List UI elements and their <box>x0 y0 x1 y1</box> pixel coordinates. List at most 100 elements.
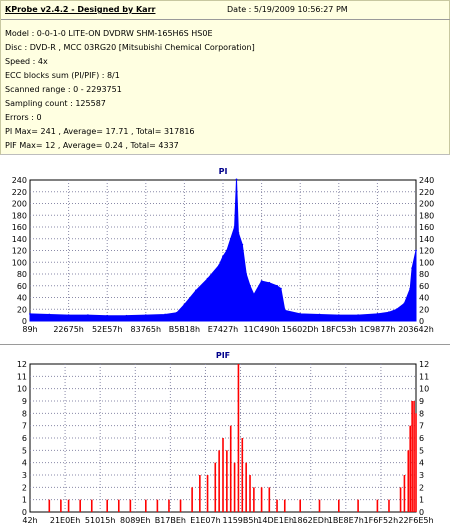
chart-title: PIF <box>216 351 230 360</box>
y-tick-label-left: 140 <box>12 235 27 244</box>
y-tick-label-right: 1 <box>419 496 424 505</box>
pif-bar <box>357 499 359 512</box>
y-tick-label-left: 20 <box>17 305 27 314</box>
pif-bar <box>179 499 182 512</box>
y-tick-label-right: 7 <box>419 422 424 431</box>
pif-bar <box>388 499 390 512</box>
pi-data-point <box>106 314 109 317</box>
y-tick-label-left: 200 <box>12 200 27 209</box>
pif-bar <box>218 450 220 512</box>
pif-bar <box>206 475 209 512</box>
y-tick-label-right: 140 <box>419 235 434 244</box>
pif-bar <box>117 499 120 512</box>
pif-bar <box>233 462 236 512</box>
speed-info: Speed : 4x <box>5 57 48 66</box>
pi-data-point <box>229 237 232 240</box>
ecc-info: ECC blocks sum (PI/PIF) : 8/1 <box>5 71 120 80</box>
x-tick-label: 22F6E5h <box>398 516 433 525</box>
y-tick-label-right: 3 <box>419 471 424 480</box>
y-tick-label-left: 3 <box>22 471 27 480</box>
pi-chart-panel: PI 0 0 20 20 40 40 60 60 80 80 100 100 120 120 140 140 16… <box>0 159 450 345</box>
pif-bar <box>260 487 263 512</box>
y-tick-label-right: 240 <box>419 176 434 185</box>
pif-bar <box>229 425 232 512</box>
y-tick-label-left: 220 <box>12 188 27 197</box>
y-tick-label-right: 10 <box>419 385 429 394</box>
y-tick-label-right: 11 <box>419 372 429 381</box>
pi-data-point <box>87 314 89 317</box>
x-tick-label: 89h <box>22 325 37 334</box>
y-tick-label-right: 100 <box>419 258 434 267</box>
y-tick-label-right: 120 <box>419 247 434 256</box>
pif-bar <box>245 462 247 512</box>
x-tick-label: 1862EDh <box>292 516 329 525</box>
pi-data-point <box>183 303 186 306</box>
pif-bar <box>403 475 406 512</box>
x-tick-label: 22675h <box>53 325 84 334</box>
pi-data-point <box>415 249 417 252</box>
pi-data-point <box>195 289 197 292</box>
chart-title: PI <box>219 167 228 176</box>
pif-bar <box>283 499 286 512</box>
y-tick-label-right: 80 <box>419 270 429 279</box>
y-tick-label-right: 220 <box>419 188 434 197</box>
pif-bar <box>249 475 251 512</box>
pif-bar <box>191 487 193 512</box>
x-tick-label: 18FC53h <box>321 325 357 334</box>
x-tick-label: 8089Eh <box>120 516 150 525</box>
y-tick-label-left: 5 <box>22 446 27 455</box>
y-tick-label-left: 180 <box>12 211 27 220</box>
y-tick-label-left: 10 <box>17 385 27 394</box>
y-tick-label-right: 20 <box>419 305 429 314</box>
pi-chart: PI 0 0 20 20 40 40 60 60 80 80 100 100 120 120 140 140 16… <box>12 167 435 334</box>
x-tick-label: E7427h <box>208 325 238 334</box>
x-tick-label: 14DE1Eh <box>257 516 294 525</box>
x-tick-label: 42h <box>22 516 37 525</box>
y-tick-label-right: 60 <box>419 282 429 291</box>
x-tick-label: 15602Dh <box>282 325 319 334</box>
y-tick-label-right: 0 <box>419 508 424 517</box>
pi-data-point <box>233 226 236 228</box>
x-tick-label: 51015h <box>85 516 116 525</box>
x-tick-label: 1F6F52h <box>364 516 399 525</box>
pif-bar <box>376 499 379 512</box>
sampling-info: Sampling count : 125587 <box>5 99 106 108</box>
pif-bar <box>241 438 244 512</box>
pi-data-point <box>67 314 70 317</box>
pif-chart-panel: PIF 0 0 1 1 2 2 3 3 4 4 5 5 6 6 7 7 8 8 9 9 10 10 11 11 12 12 42h 21… <box>0 346 450 529</box>
pif-bar <box>214 462 217 512</box>
pi-data-point <box>411 267 414 270</box>
x-tick-label: 83765h <box>131 325 162 334</box>
y-tick-label-left: 0 <box>22 317 27 326</box>
x-tick-label: 203642h <box>398 325 434 334</box>
pi-data-point <box>280 287 282 290</box>
pif-bar <box>415 413 417 512</box>
pi-data-point <box>206 277 209 280</box>
pif-bar <box>199 475 201 512</box>
pi-summary: PI Max= 241 , Average= 17.71 , Total= 31… <box>5 127 195 136</box>
x-tick-label: 52E57h <box>92 325 122 334</box>
pi-data-point <box>403 302 406 305</box>
y-tick-label-left: 240 <box>12 176 27 185</box>
y-tick-label-left: 6 <box>22 434 27 443</box>
pi-data-point <box>388 311 390 314</box>
y-tick-label-left: 12 <box>17 360 27 369</box>
pif-bar <box>168 499 170 512</box>
y-tick-label-right: 6 <box>419 434 424 443</box>
pi-data-point <box>222 255 224 258</box>
pi-data-point <box>249 284 251 287</box>
pif-bar <box>409 425 412 512</box>
y-tick-label-left: 100 <box>12 258 27 267</box>
range-info: Scanned range : 0 - 2293751 <box>5 85 122 94</box>
y-tick-label-right: 4 <box>419 459 424 468</box>
y-tick-label-left: 1 <box>22 496 27 505</box>
pif-bar <box>407 450 410 512</box>
pif-bar <box>338 499 340 512</box>
y-tick-label-right: 5 <box>419 446 424 455</box>
pi-data-point <box>268 281 271 284</box>
pif-bar <box>237 364 240 512</box>
pif-bar <box>129 499 132 512</box>
y-tick-label-left: 40 <box>17 294 27 303</box>
pif-bar <box>106 499 108 512</box>
pif-bar <box>222 438 224 512</box>
